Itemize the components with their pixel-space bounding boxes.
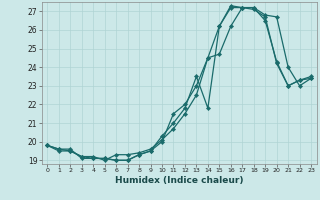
X-axis label: Humidex (Indice chaleur): Humidex (Indice chaleur)	[115, 176, 244, 185]
